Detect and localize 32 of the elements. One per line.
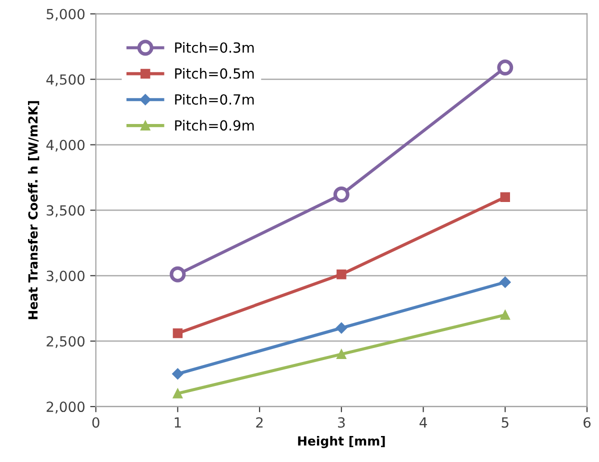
- y-tick-label: 5,000: [46, 8, 84, 21]
- y-tick-label: 4,500: [46, 74, 84, 86]
- x-tick-label: 1: [174, 417, 181, 428]
- x-axis-title: Height [mm]: [298, 436, 385, 448]
- point: [500, 276, 511, 288]
- x-tick-label: 0: [92, 417, 100, 428]
- point: [172, 328, 183, 338]
- legend-label: Pitch=0.9m: [175, 120, 254, 131]
- y-tick-label: 2,500: [46, 336, 84, 348]
- point: [336, 322, 348, 334]
- point: [172, 388, 183, 398]
- y-tick-label: 3,000: [46, 270, 84, 283]
- y-axis-title: Heat Transfer Coeff. h [W/m2K]: [28, 101, 40, 320]
- point: [497, 60, 514, 76]
- y-tick-label: 4,000: [46, 140, 84, 152]
- x-tick-label: 3: [338, 417, 345, 428]
- y-tick-label: 2,000: [46, 402, 84, 414]
- legend-label: Pitch=0.3m: [175, 42, 254, 53]
- x-tick-label: 5: [502, 417, 508, 428]
- legend-label: Pitch=0.5m: [175, 68, 254, 79]
- x-tick-label: 2: [256, 417, 263, 428]
- point: [333, 186, 350, 202]
- x-tick-label: 4: [420, 417, 427, 428]
- point: [500, 192, 510, 202]
- point: [170, 266, 186, 282]
- point: [336, 349, 346, 360]
- point: [500, 310, 510, 320]
- point: [172, 368, 184, 380]
- point: [336, 269, 346, 280]
- legend-label: Pitch=0.7m: [175, 94, 254, 105]
- x-tick-label: 6: [584, 417, 591, 428]
- y-tick-label: 3,500: [46, 205, 84, 218]
